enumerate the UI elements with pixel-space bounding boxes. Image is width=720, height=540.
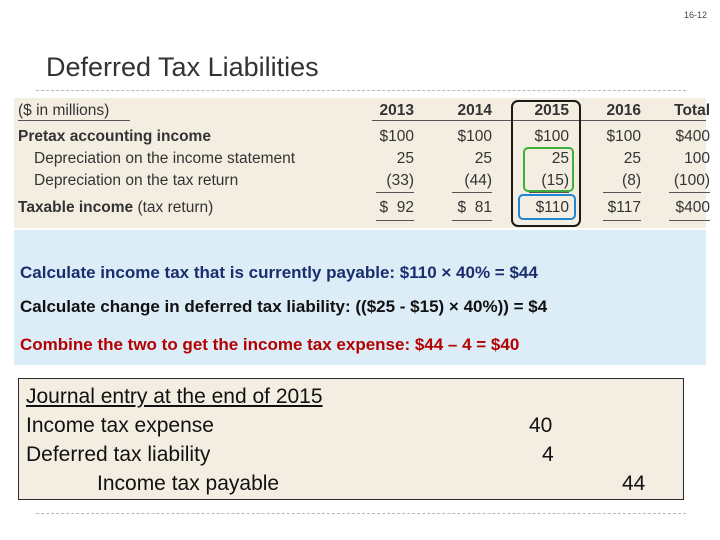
journal-account-income-tax-expense: Income tax expense <box>26 414 214 437</box>
row-label-depreciation-tax: Depreciation on the tax return <box>34 172 239 189</box>
cell-dep-income-2013: 25 <box>396 150 414 167</box>
column-header-2014: 2014 <box>457 102 492 119</box>
column-header-total: Total <box>674 102 710 119</box>
cell-dep-income-2015: 25 <box>551 150 569 167</box>
cell-taxable-2014: $ 81 <box>457 199 492 216</box>
column-header-2015: 2015 <box>534 102 569 119</box>
total-underline-2016 <box>603 220 641 221</box>
table-row-taxable: Taxable income (tax return) $ 92 $ 81 $1… <box>14 199 710 219</box>
journal-debit-income-tax-expense: 40 <box>529 414 553 437</box>
cell-pretax-2016: $100 <box>606 128 641 145</box>
subtotal-underline-2015 <box>529 192 569 193</box>
row-label-taxable: Taxable income (tax return) <box>18 199 213 217</box>
subtotal-underline-2016 <box>603 192 641 193</box>
journal-debit-deferred-tax-liability: 4 <box>542 443 554 466</box>
footer-divider <box>36 513 686 514</box>
cell-pretax-2014: $100 <box>457 128 492 145</box>
cell-dep-income-total: 100 <box>684 150 710 167</box>
header-columns-underline <box>372 120 706 121</box>
journal-credit-income-tax-payable: 44 <box>622 472 646 495</box>
total-underline-2014 <box>452 220 492 221</box>
cell-taxable-2013: $ 92 <box>379 199 414 216</box>
subtotal-underline-2014 <box>452 192 492 193</box>
row-label-pretax: Pretax accounting income <box>18 128 211 145</box>
table-row-depreciation-tax: Depreciation on the tax return (33) (44)… <box>14 172 710 192</box>
total-underline-2013 <box>376 220 414 221</box>
column-header-2016: 2016 <box>606 102 641 119</box>
slide-number: 16-12 <box>684 10 708 20</box>
calculation-panel: Calculate income tax that is currently p… <box>14 230 706 365</box>
header-label-underline <box>18 120 130 121</box>
row-label-taxable-main: Taxable income <box>18 199 134 216</box>
taxable-2015-highlight <box>518 194 576 220</box>
column-header-2013: 2013 <box>379 102 414 119</box>
cell-dep-income-2016: 25 <box>623 150 641 167</box>
cell-dep-tax-2013: (33) <box>386 172 414 189</box>
cell-pretax-total: $400 <box>675 128 710 145</box>
cell-dep-income-2014: 25 <box>474 150 492 167</box>
row-label-taxable-suffix: (tax return) <box>133 199 214 216</box>
deferred-tax-change-line: Calculate change in deferred tax liabili… <box>20 297 548 316</box>
journal-title: Journal entry at the end of 2015 <box>26 385 323 408</box>
total-underline-total <box>669 220 710 221</box>
subtotal-underline-total <box>669 192 710 193</box>
income-tax-expense-line: Combine the two to get the income tax ex… <box>20 335 520 354</box>
income-table: ($ in millions) 2013 2014 2015 2016 Tota… <box>14 98 710 228</box>
table-row-pretax: Pretax accounting income $100 $100 $100 … <box>14 128 710 148</box>
cell-pretax-2015: $100 <box>534 128 569 145</box>
table-row-depreciation-income: Depreciation on the income statement 25 … <box>14 150 710 170</box>
depreciation-2015-highlight <box>523 147 574 192</box>
cell-pretax-2013: $100 <box>379 128 414 145</box>
cell-dep-tax-2016: (8) <box>622 172 641 189</box>
subtotal-underline-2013 <box>376 192 414 193</box>
current-tax-payable-line: Calculate income tax that is currently p… <box>20 263 538 282</box>
journal-entry-box: Journal entry at the end of 2015 Income … <box>18 378 684 500</box>
cell-taxable-2015: $110 <box>535 199 569 216</box>
title-divider <box>36 90 686 91</box>
cell-taxable-2016: $117 <box>607 199 641 216</box>
journal-account-deferred-tax-liability: Deferred tax liability <box>26 443 211 466</box>
row-label-depreciation-income: Depreciation on the income statement <box>34 150 296 167</box>
cell-taxable-total: $400 <box>675 199 710 216</box>
cell-dep-tax-2015: (15) <box>541 172 569 189</box>
slide-title: Deferred Tax Liabilities <box>46 52 319 82</box>
journal-account-income-tax-payable: Income tax payable <box>97 472 280 495</box>
cell-dep-tax-total: (100) <box>673 172 710 189</box>
column-2015-highlight <box>511 100 581 227</box>
table-header-label: ($ in millions) <box>18 102 110 119</box>
cell-dep-tax-2014: (44) <box>464 172 492 189</box>
table-header-row: ($ in millions) 2013 2014 2015 2016 Tota… <box>14 102 710 122</box>
